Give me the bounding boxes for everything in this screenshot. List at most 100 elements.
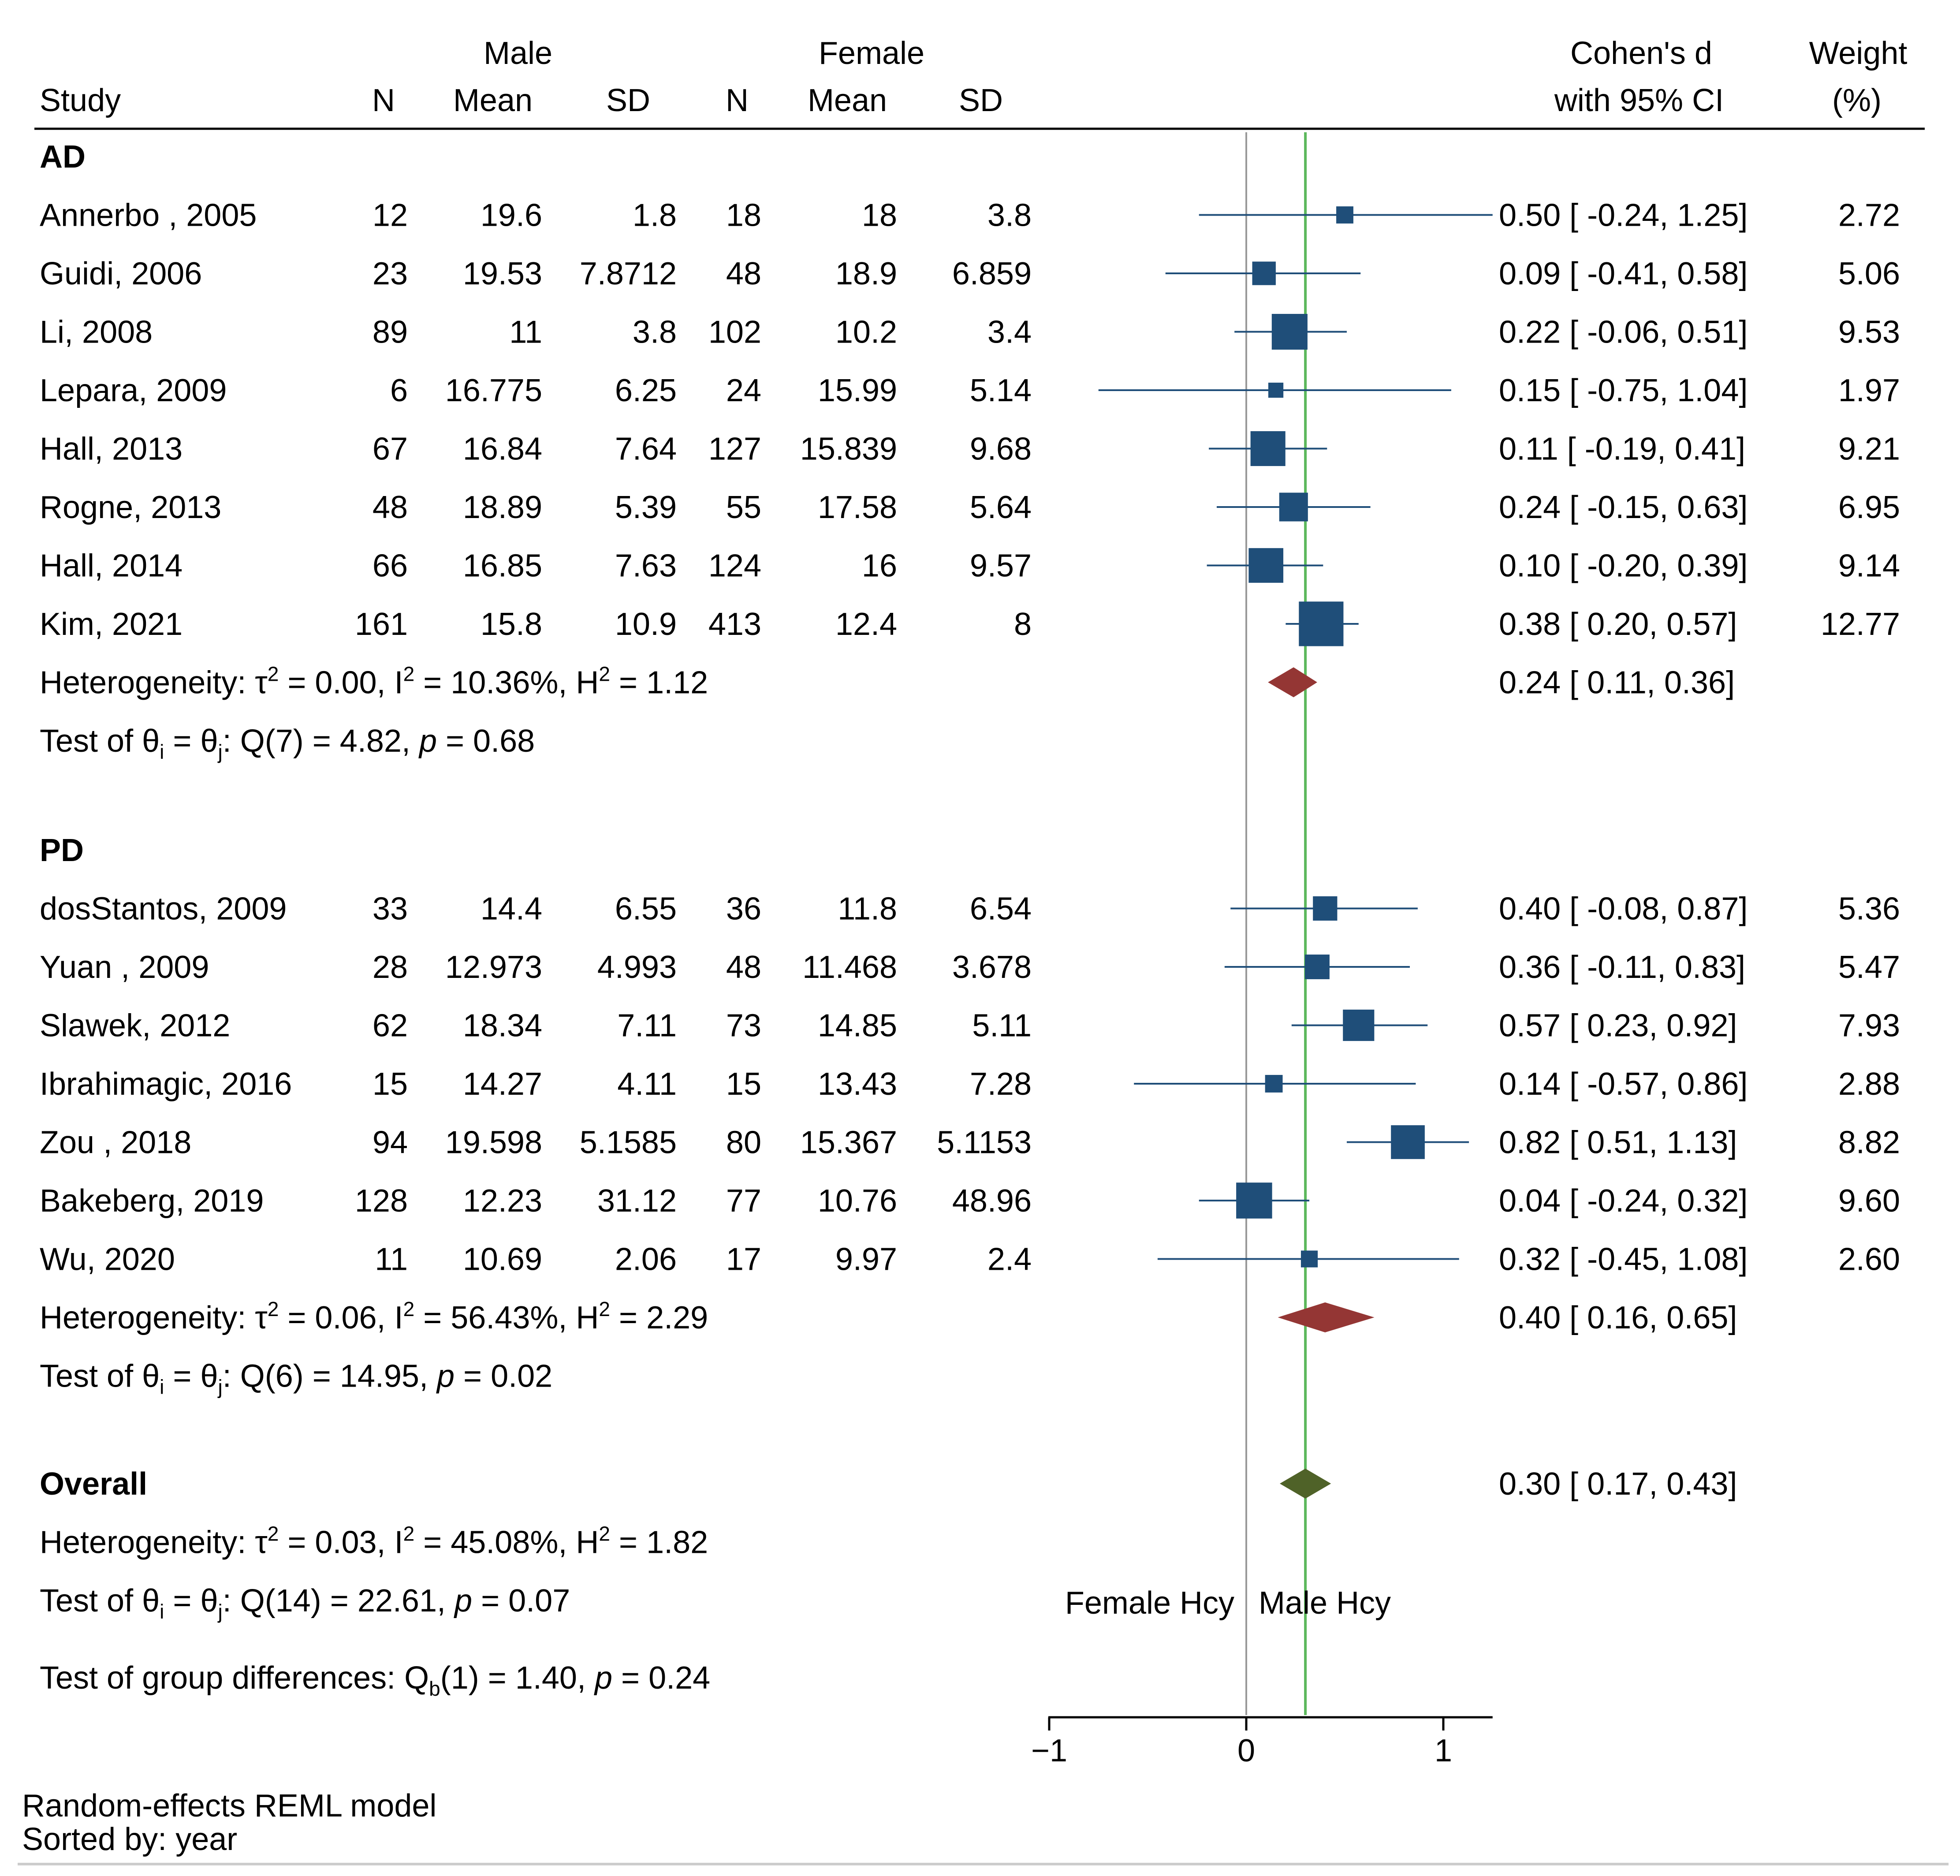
study-marker: [1279, 492, 1308, 522]
male-mean: 18.89: [463, 490, 542, 525]
male-mean: 19.6: [481, 198, 542, 233]
homogeneity-test-AD-part-6: : Q(7) = 4.82,: [223, 724, 419, 759]
subgroup-ci-label: 0.40 [ 0.16, 0.65]: [1499, 1300, 1737, 1335]
header-female-n: N: [726, 83, 749, 118]
heterogeneity-overall-part-0: Heterogeneity:: [40, 1525, 255, 1560]
x-tick-label: 1: [1435, 1733, 1452, 1768]
male-sd: 5.1585: [580, 1125, 677, 1160]
homogeneity-test-AD-part-1: θ: [142, 724, 160, 759]
weight-label: 2.60: [1838, 1242, 1900, 1277]
male-mean: 16.84: [463, 432, 542, 467]
group-differences-test-part-4: = 0.24: [612, 1660, 710, 1696]
male-mean: 14.4: [481, 891, 542, 927]
group-differences-test-part-3: p: [594, 1660, 612, 1696]
study-marker: [1304, 955, 1330, 979]
heterogeneity-overall-part-5: 2: [403, 1522, 415, 1545]
heterogeneity-overall: Heterogeneity: τ2 = 0.03, I2 = 45.08%, H…: [40, 1522, 708, 1560]
female-sd: 3.8: [987, 198, 1032, 233]
female-mean: 13.43: [818, 1067, 897, 1102]
effect-ci-label: 0.57 [ 0.23, 0.92]: [1499, 1008, 1737, 1044]
heterogeneity-AD-part-6: = 10.36%,: [414, 665, 576, 701]
heterogeneity-AD-part-7: H: [576, 665, 599, 701]
homogeneity-test-overall-part-2: i: [160, 1600, 164, 1623]
heterogeneity-AD-part-3: = 0.00,: [279, 665, 394, 701]
female-sd: 5.1153: [937, 1125, 1032, 1160]
heterogeneity-AD-part-2: 2: [268, 663, 279, 686]
female-sd: 5.11: [972, 1008, 1032, 1044]
male-n: 62: [373, 1008, 408, 1044]
male-sd: 1.8: [633, 198, 677, 233]
male-mean: 14.27: [463, 1067, 542, 1102]
male-n: 67: [373, 432, 408, 467]
study-marker: [1391, 1125, 1425, 1159]
group-title-AD: AD: [40, 139, 86, 175]
overall-diamond: [1279, 1469, 1331, 1499]
female-sd: 2.4: [987, 1242, 1032, 1277]
male-mean: 15.8: [481, 607, 542, 642]
male-sd: 6.55: [615, 891, 677, 927]
group-differences-test-part-0: Test of group differences: Q: [40, 1660, 429, 1696]
header-effect-line1: Cohen's d: [1570, 36, 1712, 71]
male-n: 128: [355, 1183, 408, 1219]
header-male-n: N: [372, 83, 395, 118]
homogeneity-test-PD-part-2: i: [160, 1376, 164, 1399]
female-mean: 17.58: [818, 490, 897, 525]
subgroup-diamond-AD: [1268, 667, 1317, 697]
male-n: 94: [373, 1125, 408, 1160]
weight-label: 9.21: [1838, 432, 1900, 467]
weight-label: 2.88: [1838, 1067, 1900, 1102]
homogeneity-test-overall-part-7: p: [454, 1583, 472, 1619]
male-n: 28: [373, 950, 408, 985]
weight-label: 9.60: [1838, 1183, 1900, 1219]
heterogeneity-overall-part-1: τ: [255, 1525, 267, 1560]
header-study: Study: [40, 83, 121, 118]
female-mean: 15.367: [800, 1125, 897, 1160]
homogeneity-test-PD-part-7: p: [436, 1359, 455, 1394]
heterogeneity-PD-part-6: = 56.43%,: [414, 1300, 576, 1335]
male-sd: 7.63: [615, 548, 677, 584]
homogeneity-test-AD-part-8: = 0.68: [437, 724, 535, 759]
heterogeneity-PD-part-0: Heterogeneity:: [40, 1300, 255, 1335]
homogeneity-test-AD-part-3: =: [164, 724, 200, 759]
female-n: 127: [708, 432, 761, 467]
header-female: Female: [819, 36, 924, 71]
favors-right-label: Male Hcy: [1259, 1585, 1391, 1621]
female-sd: 6.54: [970, 891, 1032, 927]
homogeneity-test-PD-part-1: θ: [142, 1359, 160, 1394]
heterogeneity-PD-part-7: H: [576, 1300, 599, 1335]
study-marker: [1336, 206, 1353, 224]
heterogeneity-overall-part-9: = 1.82: [610, 1525, 708, 1560]
male-mean: 12.23: [463, 1183, 542, 1219]
study-label: Zou , 2018: [40, 1125, 191, 1160]
heterogeneity-overall-part-2: 2: [268, 1522, 279, 1545]
female-n: 48: [726, 950, 761, 985]
weight-label: 9.53: [1838, 315, 1900, 350]
weight-label: 12.77: [1821, 607, 1900, 642]
footnote: Sorted by: year: [22, 1822, 237, 1857]
weight-label: 1.97: [1838, 373, 1900, 408]
male-sd: 5.39: [615, 490, 677, 525]
male-n: 48: [373, 490, 408, 525]
heterogeneity-overall-part-6: = 45.08%,: [414, 1525, 576, 1560]
effect-ci-label: 0.15 [ -0.75, 1.04]: [1499, 373, 1748, 408]
male-n: 11: [375, 1242, 408, 1277]
effect-ci-label: 0.14 [ -0.57, 0.86]: [1499, 1067, 1748, 1102]
study-label: Bakeberg, 2019: [40, 1183, 264, 1219]
male-mean: 19.598: [445, 1125, 542, 1160]
study-marker: [1268, 382, 1284, 398]
study-label: Wu, 2020: [40, 1242, 175, 1277]
male-n: 23: [373, 256, 408, 291]
female-sd: 8: [1014, 607, 1032, 642]
homogeneity-test-overall-part-0: Test of: [40, 1583, 142, 1619]
header-weight-line2: (%): [1832, 83, 1882, 118]
male-mean: 12.973: [445, 950, 542, 985]
homogeneity-test-PD-part-6: : Q(6) = 14.95,: [223, 1359, 437, 1394]
homogeneity-test-AD-part-5: j: [217, 740, 223, 763]
weight-label: 5.47: [1838, 950, 1900, 985]
heterogeneity-PD-part-3: = 0.06,: [279, 1300, 394, 1335]
group-differences-test-part-2: (1) = 1.40,: [440, 1660, 595, 1696]
subgroup-ci-label: 0.24 [ 0.11, 0.36]: [1499, 665, 1735, 701]
study-label: Slawek, 2012: [40, 1008, 230, 1044]
study-marker: [1248, 548, 1284, 583]
